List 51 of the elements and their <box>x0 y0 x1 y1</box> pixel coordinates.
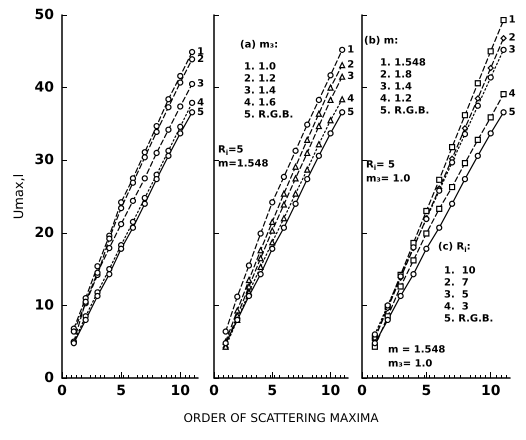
series-label: 2 <box>347 60 354 71</box>
x-axis-title: ORDER OF SCATTERING MAXIMA <box>183 411 380 425</box>
annotation: m=1.548 <box>218 158 268 170</box>
y-tick-label: 20 <box>34 224 54 241</box>
annotation: 1. 1.0 <box>244 62 276 72</box>
x-tick-label: 0 <box>209 383 220 399</box>
series-label: 4 <box>197 97 204 108</box>
annotation: 5. R.G.B. <box>380 106 430 116</box>
series-label: 5 <box>197 106 204 118</box>
series-label: 1 <box>347 44 354 56</box>
annotation: 5. R.G.B. <box>244 110 294 120</box>
x-tick-label: 10 <box>320 383 341 399</box>
y-tick-label: 50 <box>34 7 54 23</box>
annotation: 2. 1.2 <box>244 74 276 84</box>
series-label: 3 <box>197 78 204 90</box>
annotation: 1. 1.548 <box>380 58 426 68</box>
series-label: 3 <box>508 44 516 56</box>
x-tick-label: 0 <box>357 383 368 399</box>
annotation: 5. R.G.B. <box>444 314 494 324</box>
annotation: 4. 3 <box>444 302 469 312</box>
series-label: 1 <box>508 14 516 26</box>
x-tick-label: 5 <box>116 383 126 399</box>
series-label: 4 <box>347 94 354 105</box>
annotation: 4. 1.6 <box>244 98 276 108</box>
annotation: 1. 10 <box>444 266 476 276</box>
annotation: (a) m₃: <box>240 40 278 50</box>
x-tick-label: 5 <box>421 383 432 399</box>
series-label: 2 <box>508 32 516 44</box>
series-label: 4 <box>508 88 516 100</box>
x-tick-label: 0 <box>57 383 68 399</box>
annotation: m₃= 1.0 <box>388 358 432 370</box>
y-tick-label: 10 <box>34 297 54 314</box>
annotation: 3. 1.4 <box>244 86 276 96</box>
series-label: 5 <box>347 106 354 118</box>
x-tick-label: 10 <box>480 383 501 399</box>
annotation: 2. 1.8 <box>380 70 412 80</box>
series-label: 3 <box>347 71 354 82</box>
annotation: 3. 5 <box>444 290 469 300</box>
annotation: 3. 1.4 <box>380 82 412 92</box>
y-tick-label: 30 <box>34 152 54 168</box>
annotation: m₃= 1.0 <box>366 174 410 184</box>
series-label: 5 <box>508 106 516 118</box>
annotation: 4. 1.2 <box>380 94 412 104</box>
annotation: 2. 7 <box>444 278 469 288</box>
annotation: m = 1.548 <box>388 344 446 356</box>
x-tick-label: 5 <box>267 383 278 399</box>
y-tick-label: 40 <box>34 80 54 96</box>
x-tick-label: 10 <box>170 383 190 399</box>
y-tick-label: 0 <box>44 370 54 386</box>
y-axis-title: Umax,l <box>12 174 27 220</box>
annotation: (b) m: <box>364 36 398 46</box>
